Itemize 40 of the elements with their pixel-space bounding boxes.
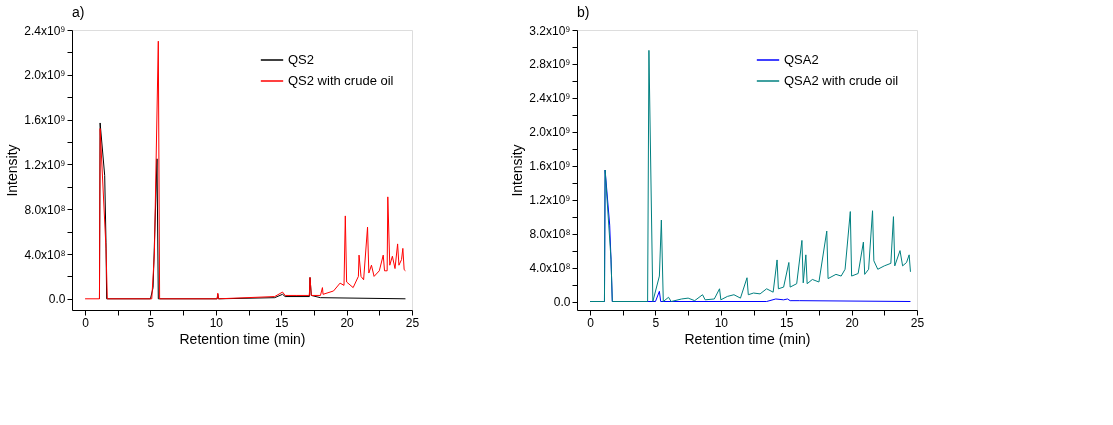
line-series [589,49,911,303]
y-tick-label: 1.6x10⁹ [529,159,571,174]
y-tick-label: 1.6x10⁹ [24,113,66,128]
y-tick-label: 0.0 [48,292,66,307]
chart-title: b) [577,4,590,20]
y-tick-label: 0.0 [553,295,571,310]
y-tick-label: 2.4x10⁹ [24,23,66,38]
y-axis-title: Intensity [4,144,21,197]
x-tick-label: 15 [275,315,289,330]
legend-label: QS2 [288,52,315,67]
chart-title: a) [72,4,85,20]
y-axis-title: Intensity [509,144,526,197]
x-tick-label: 25 [405,315,420,330]
x-tick-label: 0 [587,315,595,330]
x-tick-label: 5 [652,315,660,330]
x-tick-label: 25 [910,315,925,330]
y-tick-label: 8.0x10⁸ [529,227,571,242]
y-tick-label: 1.2x10⁹ [24,157,66,172]
y-tick-label: 2.0x10⁹ [529,125,571,140]
x-tick-label: 20 [845,315,860,330]
x-tick-label: 20 [340,315,355,330]
x-tick-label: 5 [147,315,155,330]
x-axis-title: Retention time (min) [179,330,306,347]
y-tick-label: 1.2x10⁹ [529,193,571,208]
y-tick-label: 8.0x10⁸ [24,202,66,217]
legend-label: QSA2 with crude oil [784,73,899,88]
x-tick-label: 10 [714,315,729,330]
y-tick-label: 4.0x10⁸ [24,247,66,262]
line-series [84,40,406,300]
legend-label: QSA2 [784,52,819,67]
y-tick-label: 2.4x10⁹ [529,91,571,106]
x-tick-label: 15 [780,315,794,330]
y-tick-label: 4.0x10⁸ [529,261,571,276]
y-tick-label: 2.8x10⁹ [529,57,571,72]
legend-label: QS2 with crude oil [288,73,394,88]
x-tick-label: 10 [209,315,224,330]
y-tick-label: 2.0x10⁹ [24,68,66,83]
y-tick-label: 3.2x10⁹ [529,23,571,38]
x-axis-title: Retention time (min) [684,330,811,347]
x-tick-label: 0 [82,315,90,330]
